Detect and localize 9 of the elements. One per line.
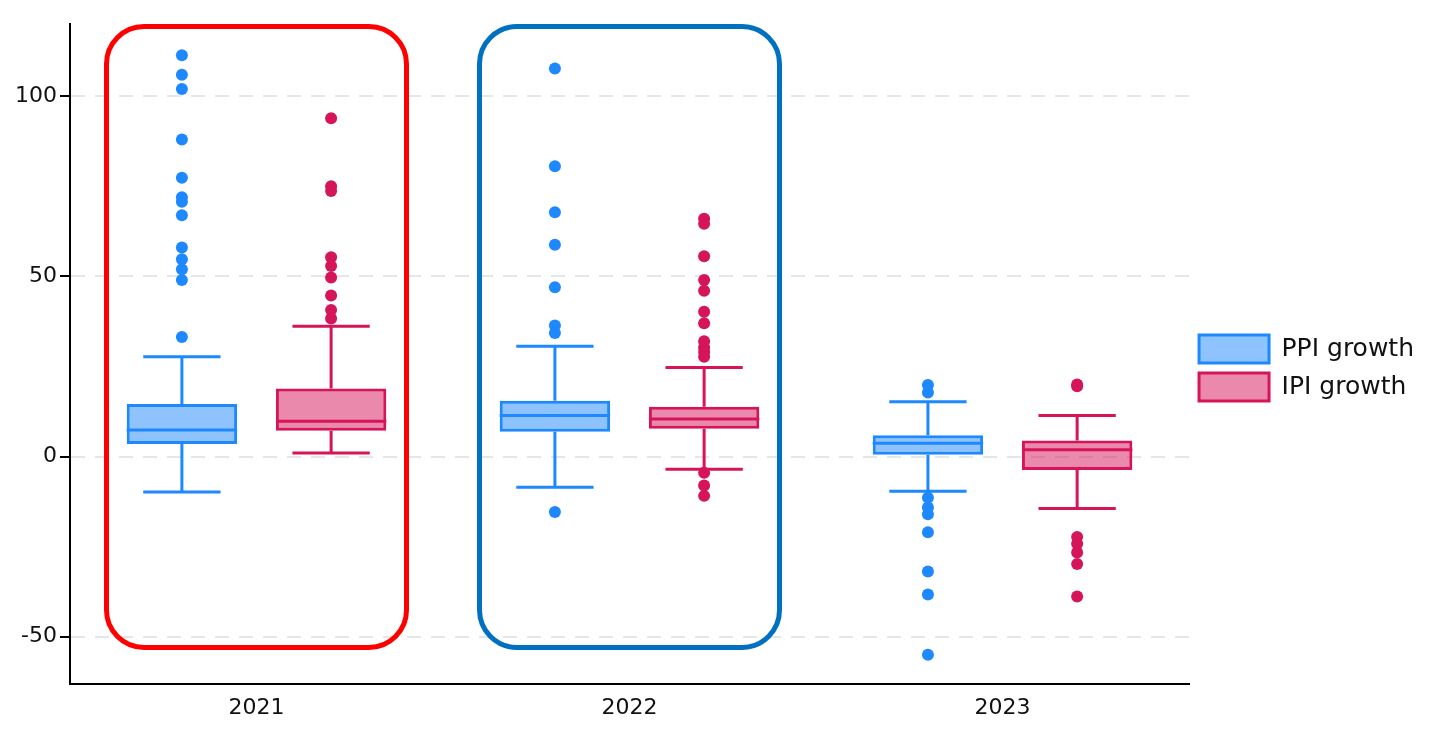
legend-label: PPI growth xyxy=(1281,332,1415,362)
x-tick-label: 2021 xyxy=(228,693,285,719)
y-tick-label: 100 xyxy=(14,81,57,107)
legend-label: IPI growth xyxy=(1281,370,1407,400)
y-tick-label: -50 xyxy=(21,622,57,648)
x-tick-label: 2023 xyxy=(974,693,1031,719)
x-tick-label: 2022 xyxy=(601,693,658,719)
y-tick-label: 50 xyxy=(28,262,57,288)
y-tick-label: 0 xyxy=(42,442,57,468)
